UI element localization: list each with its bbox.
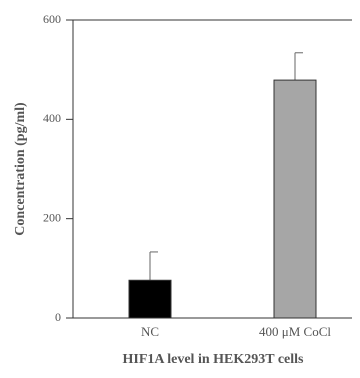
bar-cocl [273, 79, 317, 319]
x-tick-label-nc: NC [141, 324, 159, 339]
y-tick-label-2: 400 [43, 111, 61, 125]
y-tick-label-0: 0 [55, 310, 61, 324]
bar-nc [128, 279, 172, 319]
x-axis-title: HIF1A level in HEK293T cells [123, 352, 305, 367]
bars [128, 52, 317, 319]
x-tick-label-cocl: 400 μM CoCl [259, 324, 331, 339]
y-ticks: 0 200 400 600 [43, 12, 73, 324]
y-tick-label-1: 200 [43, 210, 61, 224]
y-axis-title: Concentration (pg/ml) [13, 102, 28, 236]
y-tick-label-3: 600 [43, 12, 61, 26]
